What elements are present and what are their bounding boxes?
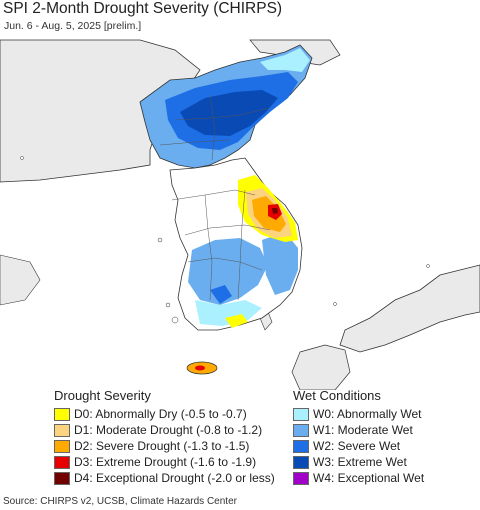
- legend-swatch-w3: [293, 455, 309, 469]
- sk-severe-wet-patch: [210, 285, 232, 304]
- title-band: [0, 0, 480, 38]
- island: [157, 237, 163, 243]
- japan-land: [339, 264, 480, 353]
- china-coast-south: [0, 254, 41, 306]
- legend-swatch-d4: [54, 471, 70, 485]
- sk-south-coast-dry: [225, 314, 248, 328]
- sk-exceptional-drought: [272, 208, 278, 214]
- jeju-center: [195, 365, 205, 371]
- legend-swatch-d2: [54, 439, 70, 453]
- legend-item-d0: D0: Abnormally Dry (-0.5 to -0.7): [54, 406, 275, 422]
- wet-legend-title: Wet Conditions: [293, 388, 381, 403]
- legend-swatch-w2: [293, 439, 309, 453]
- legend-label-d2: D2: Severe Drought (-1.3 to -1.5): [74, 439, 250, 453]
- legend-item-d4: D4: Exceptional Drought (-2.0 or less): [54, 470, 275, 486]
- legend-label-d3: D3: Extreme Drought (-1.6 to -1.9): [74, 455, 257, 469]
- island: [426, 264, 430, 268]
- sk-moderate-wet-east: [262, 232, 298, 295]
- china-land: [0, 39, 201, 183]
- island: [333, 302, 337, 306]
- source-credit: Source: CHIRPS v2, UCSB, Climate Hazards…: [3, 496, 237, 507]
- drought-legend: Drought Severity D0: Abnormally Dry (-0.…: [54, 388, 275, 486]
- drought-map: [0, 0, 480, 390]
- legend-item-d1: D1: Moderate Drought (-0.8 to -1.2): [54, 422, 275, 438]
- nk-extreme-wet: [180, 90, 278, 136]
- island: [165, 302, 171, 308]
- wet-legend: Wet Conditions W0: Abnormally Wet W1: Mo…: [293, 388, 424, 486]
- japan-kyushu: [291, 344, 351, 390]
- island: [171, 316, 179, 324]
- legend-swatch-w0: [293, 407, 309, 421]
- sk-moderate-wet-west: [188, 238, 268, 305]
- legend-item-w0: W0: Abnormally Wet: [293, 406, 424, 422]
- legend-swatch-d3: [54, 455, 70, 469]
- legend-label-w1: W1: Moderate Wet: [313, 423, 413, 437]
- map-title: SPI 2-Month Drought Severity (CHIRPS): [3, 0, 283, 17]
- legend-item-w3: W3: Extreme Wet: [293, 454, 424, 470]
- legend-swatch-w4: [293, 471, 309, 485]
- legend-item-w2: W2: Severe Wet: [293, 438, 424, 454]
- legend-label-d4: D4: Exceptional Drought (-2.0 or less): [74, 471, 275, 485]
- drought-legend-title: Drought Severity: [54, 388, 151, 403]
- legend-label-d1: D1: Moderate Drought (-0.8 to -1.2): [74, 423, 263, 437]
- legend-item-d3: D3: Extreme Drought (-1.6 to -1.9): [54, 454, 275, 470]
- map-subtitle: Jun. 6 - Aug. 5, 2025 [prelim.]: [4, 20, 142, 32]
- province-borders: [159, 94, 271, 301]
- legend-swatch-w1: [293, 423, 309, 437]
- legend-item-d2: D2: Severe Drought (-1.3 to -1.5): [54, 438, 275, 454]
- legend-swatch-d0: [54, 407, 70, 421]
- legend-item-w1: W1: Moderate Wet: [293, 422, 424, 438]
- legend-item-w4: W4: Exceptional Wet: [293, 470, 424, 486]
- legend-swatch-d1: [54, 423, 70, 437]
- legend-label-w4: W4: Exceptional Wet: [313, 471, 425, 485]
- nk-abnormal-wet: [260, 48, 310, 72]
- legend-label-w3: W3: Extreme Wet: [313, 455, 407, 469]
- legend-label-d0: D0: Abnormally Dry (-0.5 to -0.7): [74, 407, 247, 421]
- legend-label-w2: W2: Severe Wet: [313, 439, 401, 453]
- legend-label-w0: W0: Abnormally Wet: [313, 407, 422, 421]
- island: [20, 156, 24, 160]
